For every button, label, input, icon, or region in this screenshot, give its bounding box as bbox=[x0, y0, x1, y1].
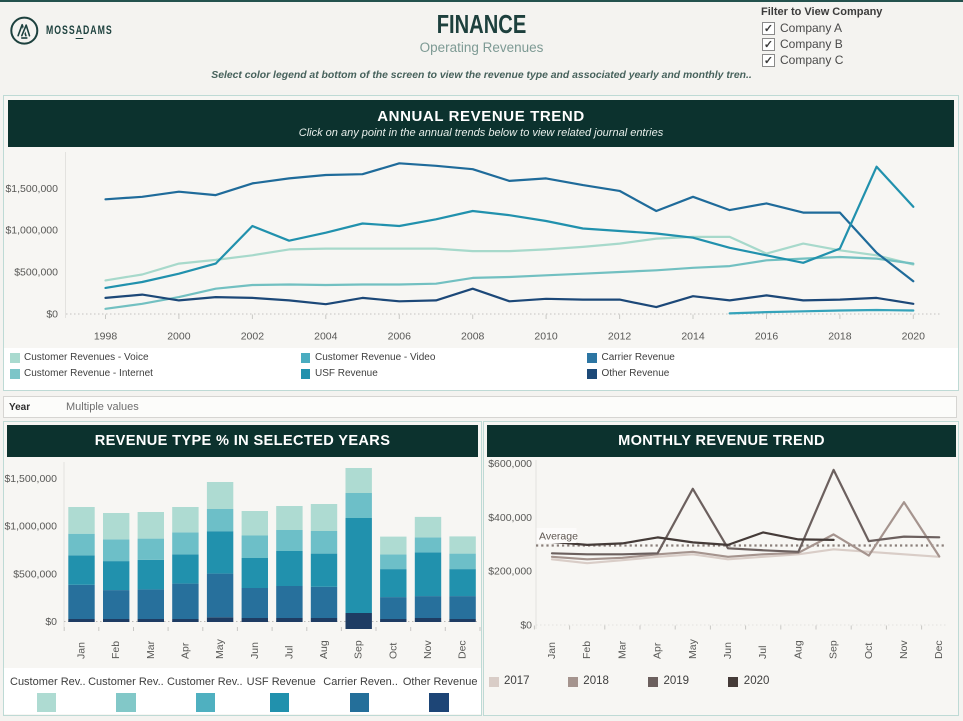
svg-text:Sep: Sep bbox=[353, 640, 365, 659]
svg-text:Feb: Feb bbox=[110, 641, 122, 659]
svg-text:2020: 2020 bbox=[902, 331, 926, 343]
svg-text:2016: 2016 bbox=[755, 331, 779, 343]
svg-text:Oct: Oct bbox=[387, 643, 399, 659]
svg-text:Oct: Oct bbox=[863, 643, 875, 659]
svg-text:Dec: Dec bbox=[457, 640, 469, 659]
svg-text:May: May bbox=[214, 638, 226, 659]
svg-text:2018: 2018 bbox=[828, 331, 852, 343]
svg-text:Jan: Jan bbox=[546, 642, 558, 659]
svg-text:Aug: Aug bbox=[792, 640, 804, 659]
svg-text:Mar: Mar bbox=[616, 640, 628, 659]
svg-text:Sep: Sep bbox=[828, 640, 840, 659]
svg-text:Nov: Nov bbox=[898, 640, 910, 659]
svg-text:Dec: Dec bbox=[933, 640, 945, 659]
svg-text:Nov: Nov bbox=[422, 640, 434, 659]
svg-text:$1,500,000: $1,500,000 bbox=[5, 183, 58, 195]
svg-text:$1,500,000: $1,500,000 bbox=[4, 473, 57, 485]
svg-text:$1,000,000: $1,000,000 bbox=[4, 521, 57, 533]
svg-text:2008: 2008 bbox=[461, 331, 485, 343]
svg-text:2010: 2010 bbox=[534, 331, 558, 343]
svg-text:2006: 2006 bbox=[388, 331, 412, 343]
svg-text:Average: Average bbox=[539, 531, 578, 543]
svg-text:$500,000: $500,000 bbox=[14, 267, 58, 279]
svg-text:1998: 1998 bbox=[94, 331, 118, 343]
svg-text:Apr: Apr bbox=[652, 642, 664, 659]
svg-text:May: May bbox=[687, 638, 699, 659]
svg-text:Mar: Mar bbox=[145, 640, 157, 659]
svg-text:2014: 2014 bbox=[681, 331, 705, 343]
svg-text:Jan: Jan bbox=[76, 642, 88, 659]
svg-text:$0: $0 bbox=[46, 308, 58, 320]
svg-text:Jul: Jul bbox=[283, 646, 295, 659]
svg-text:$500,000: $500,000 bbox=[13, 568, 57, 580]
svg-text:2002: 2002 bbox=[241, 331, 265, 343]
svg-text:Feb: Feb bbox=[581, 641, 593, 659]
svg-text:$200,000: $200,000 bbox=[488, 566, 532, 578]
svg-text:$600,000: $600,000 bbox=[488, 458, 532, 470]
svg-text:Jun: Jun bbox=[722, 642, 734, 659]
svg-text:Aug: Aug bbox=[318, 640, 330, 659]
svg-text:$0: $0 bbox=[520, 620, 532, 632]
svg-text:Jul: Jul bbox=[757, 646, 769, 659]
svg-text:$0: $0 bbox=[45, 616, 57, 628]
svg-text:2012: 2012 bbox=[608, 331, 632, 343]
svg-text:$1,000,000: $1,000,000 bbox=[5, 225, 58, 237]
svg-text:2000: 2000 bbox=[167, 331, 191, 343]
svg-text:Jun: Jun bbox=[249, 642, 261, 659]
svg-text:2004: 2004 bbox=[314, 331, 338, 343]
svg-text:$400,000: $400,000 bbox=[488, 512, 532, 524]
svg-text:Apr: Apr bbox=[179, 642, 191, 659]
